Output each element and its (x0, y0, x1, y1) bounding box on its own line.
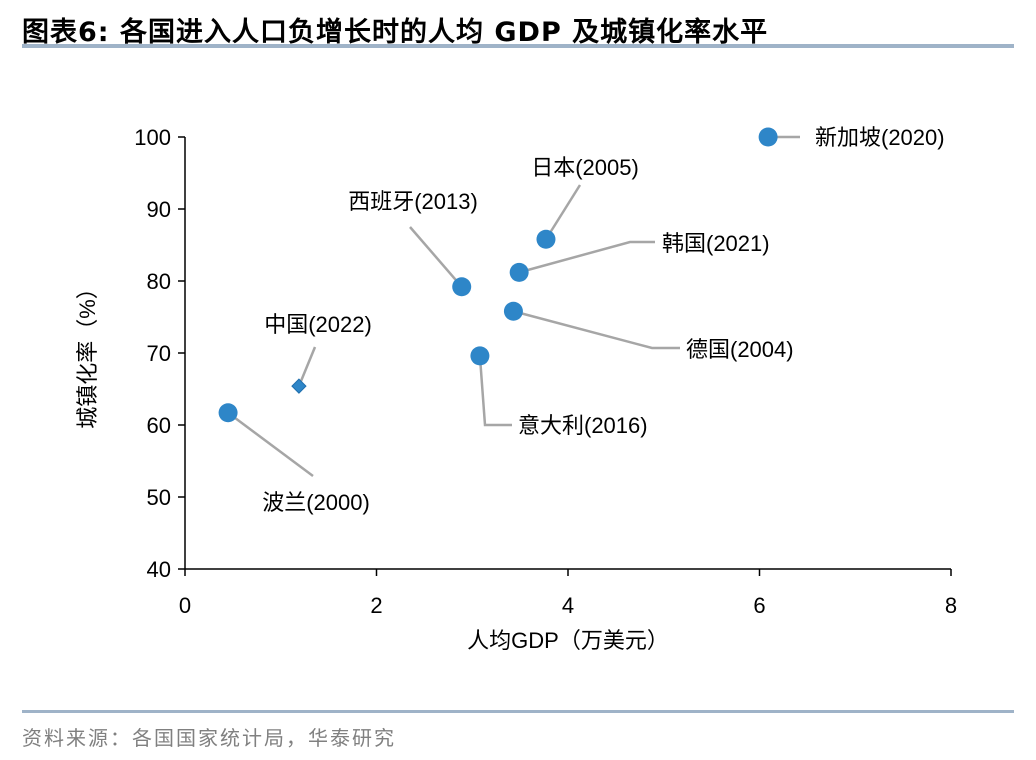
scatter-chart: 40 50 60 70 80 90 100 0 2 4 6 8 新加坡(2020) 日本(2005) 韩国… (75, 125, 957, 653)
x-tick-label: 8 (945, 593, 957, 618)
data-point (758, 127, 778, 147)
data-point (503, 301, 523, 321)
leader-line (297, 346, 317, 387)
point-label: 日本(2005) (531, 155, 639, 180)
point-label: 德国(2004) (686, 337, 794, 362)
source-note: 资料来源：各国国家统计局，华泰研究 (22, 726, 396, 750)
y-tick-label: 90 (147, 197, 171, 222)
y-tick-label: 50 (147, 485, 171, 510)
chart-title: 图表6: 各国进入人口负增长时的人均 GDP 及城镇化率水平 (22, 17, 769, 48)
point-label: 意大利(2016) (518, 413, 648, 438)
y-tick-label: 40 (147, 557, 171, 582)
data-point (509, 262, 529, 282)
data-point (291, 378, 307, 394)
leader-line (227, 411, 314, 478)
point-label: 波兰(2000) (262, 490, 370, 515)
leader-line (409, 226, 463, 288)
leader-line (544, 184, 582, 240)
y-axis-label: 城镇化率（%） (75, 277, 100, 429)
point-labels: 新加坡(2020) 日本(2005) 韩国(2021) 西班牙(2013) 德国(200… (262, 125, 944, 515)
x-axis-label: 人均GDP（万美元） (467, 628, 669, 653)
leader-line (478, 355, 512, 427)
point-label: 新加坡(2020) (815, 125, 945, 150)
y-tick-label: 60 (147, 413, 171, 438)
y-tick-label: 70 (147, 341, 171, 366)
data-point (452, 277, 472, 297)
title-divider (22, 44, 1014, 48)
x-tick-label: 6 (753, 593, 765, 618)
footer-divider (22, 710, 1014, 713)
data-point (218, 403, 238, 423)
axes: 40 50 60 70 80 90 100 0 2 4 6 8 (134, 125, 957, 618)
leader-line (518, 240, 655, 274)
leader-line (513, 310, 680, 350)
x-tick-label: 0 (179, 593, 191, 618)
data-point (536, 229, 556, 249)
point-label: 中国(2022) (264, 312, 372, 337)
x-tick-label: 2 (370, 593, 382, 618)
data-point (470, 346, 490, 366)
y-tick-label: 100 (134, 125, 171, 150)
points (218, 127, 778, 423)
x-tick-label: 4 (562, 593, 574, 618)
point-label: 韩国(2021) (662, 231, 770, 256)
point-label: 西班牙(2013) (348, 189, 478, 214)
y-tick-label: 80 (147, 269, 171, 294)
